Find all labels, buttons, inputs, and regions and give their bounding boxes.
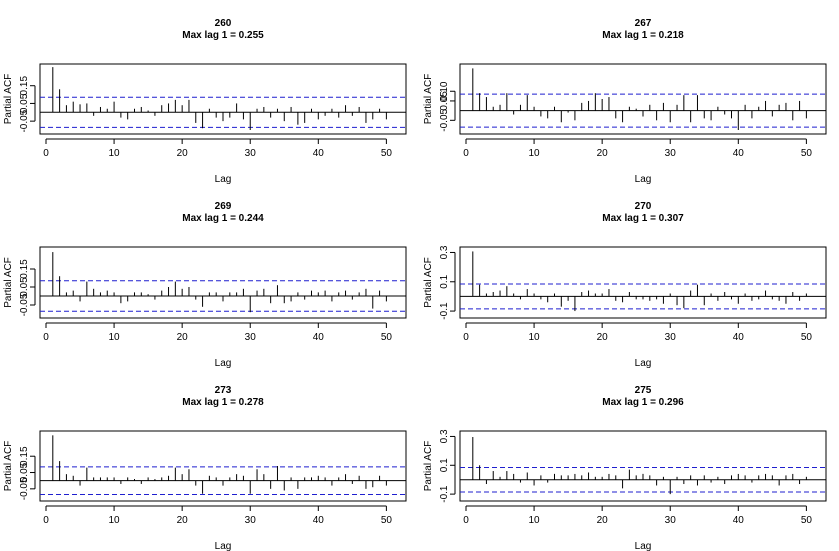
x-tick-label: 30 <box>245 332 257 343</box>
y-tick-label: 0.1 <box>439 458 450 472</box>
panel-subtitle: Max lag 1 = 0.307 <box>602 213 684 224</box>
x-tick-label: 30 <box>245 148 257 159</box>
x-tick-label: 20 <box>177 515 189 526</box>
plot-frame <box>460 247 826 318</box>
x-tick-label: 20 <box>597 148 609 159</box>
x-tick-label: 10 <box>529 332 541 343</box>
x-tick-label: 40 <box>313 515 325 526</box>
panel-subtitle: Max lag 1 = 0.255 <box>182 30 264 41</box>
y-axis-label: Partial ACF <box>3 441 14 492</box>
x-tick-label: 0 <box>463 332 469 343</box>
panel-title: 270 <box>635 201 652 212</box>
x-axis-label: Lag <box>635 358 652 369</box>
x-tick-label: 50 <box>381 148 393 159</box>
x-axis-label: Lag <box>215 541 232 551</box>
plot-frame <box>460 431 826 501</box>
x-tick-label: 40 <box>733 515 745 526</box>
x-tick-label: 50 <box>801 515 813 526</box>
x-axis-label: Lag <box>635 541 652 551</box>
x-tick-label: 10 <box>529 515 541 526</box>
x-tick-label: 40 <box>313 148 325 159</box>
y-tick-label: -0.1 <box>439 302 450 320</box>
x-tick-label: 20 <box>597 332 609 343</box>
x-axis-label: Lag <box>215 174 232 185</box>
x-tick-label: 10 <box>109 148 121 159</box>
plot-frame <box>40 431 406 501</box>
y-tick-label: 0.15 <box>19 76 30 96</box>
x-tick-label: 0 <box>43 148 49 159</box>
panel-title: 267 <box>635 18 652 29</box>
x-tick-label: 30 <box>245 515 257 526</box>
y-axis-label: Partial ACF <box>3 257 14 308</box>
x-tick-label: 30 <box>665 148 677 159</box>
plot-frame <box>460 64 826 134</box>
panel-title: 260 <box>215 18 232 29</box>
x-tick-label: 10 <box>109 515 121 526</box>
panel-title: 275 <box>635 385 652 396</box>
y-tick-label: 0.15 <box>19 446 30 466</box>
panel-subtitle: Max lag 1 = 0.218 <box>602 30 684 41</box>
plot-frame <box>40 64 406 134</box>
plot-frame <box>40 247 406 318</box>
y-tick-label: -0.05 <box>439 108 450 131</box>
x-tick-label: 40 <box>733 332 745 343</box>
x-tick-label: 20 <box>177 332 189 343</box>
y-tick-label: -0.1 <box>439 485 450 503</box>
panel-subtitle: Max lag 1 = 0.244 <box>182 213 264 224</box>
x-tick-label: 20 <box>177 148 189 159</box>
x-tick-label: 0 <box>43 515 49 526</box>
y-axis-label: Partial ACF <box>423 257 434 308</box>
x-tick-label: 50 <box>801 332 813 343</box>
x-tick-label: 50 <box>381 332 393 343</box>
y-tick-label: 0.3 <box>439 429 450 443</box>
y-tick-label: 0.10 <box>439 81 450 101</box>
x-tick-label: 30 <box>665 515 677 526</box>
x-tick-label: 0 <box>463 515 469 526</box>
y-axis-label: Partial ACF <box>423 441 434 492</box>
y-tick-label: 0.3 <box>439 245 450 259</box>
panel-title: 269 <box>215 201 232 212</box>
y-axis-label: Partial ACF <box>3 74 14 125</box>
y-axis-label: Partial ACF <box>423 74 434 125</box>
x-tick-label: 0 <box>463 148 469 159</box>
x-axis-label: Lag <box>635 174 652 185</box>
x-tick-label: 10 <box>529 148 541 159</box>
y-tick-label: 0.05 <box>19 277 30 297</box>
x-tick-label: 30 <box>665 332 677 343</box>
x-tick-label: 50 <box>381 515 393 526</box>
x-tick-label: 50 <box>801 148 813 159</box>
x-tick-label: 20 <box>597 515 609 526</box>
panel-title: 273 <box>215 385 232 396</box>
x-tick-label: 10 <box>109 332 121 343</box>
y-tick-label: 0.15 <box>19 259 30 279</box>
panel-subtitle: Max lag 1 = 0.278 <box>182 397 264 408</box>
x-tick-label: 40 <box>733 148 745 159</box>
x-tick-label: 0 <box>43 332 49 343</box>
y-tick-label: 0.1 <box>439 274 450 288</box>
x-axis-label: Lag <box>215 358 232 369</box>
panel-subtitle: Max lag 1 = 0.296 <box>602 397 684 408</box>
x-tick-label: 40 <box>313 332 325 343</box>
